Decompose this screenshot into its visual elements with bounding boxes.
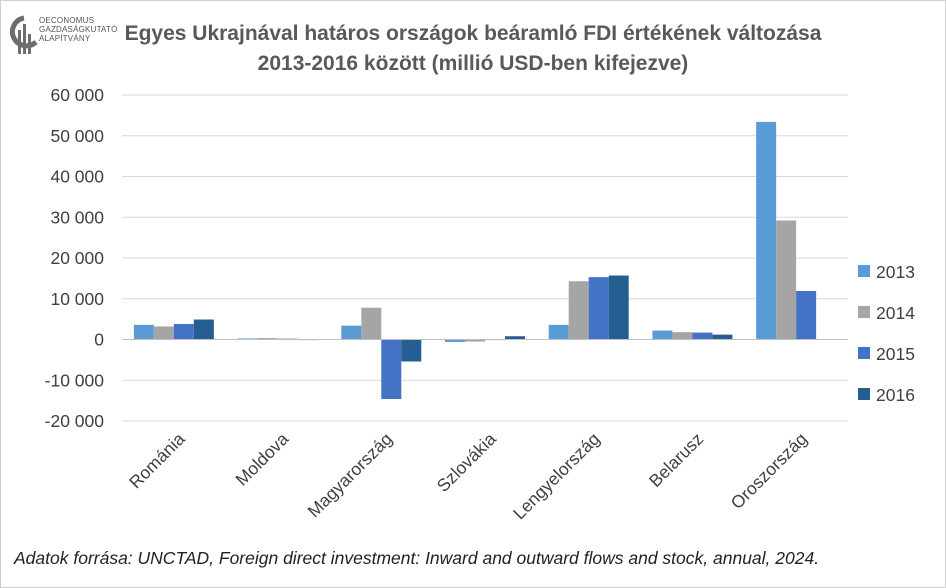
bar (712, 334, 733, 340)
bar (401, 339, 422, 362)
y-tick-label: 0 (94, 330, 104, 350)
bar (756, 121, 777, 340)
bar (776, 220, 797, 340)
source-note: Adatok forrása: UNCTAD, Foreign direct i… (14, 548, 820, 568)
bar (341, 325, 362, 340)
logo: OECONOMUS GAZDASÁGKUTATÓ ALAPÍTVÁNY (10, 12, 120, 62)
chart-title-line-2: 2013-2016 között (millió USD-ben kifejez… (257, 52, 689, 75)
y-tick-label: 20 000 (50, 248, 104, 268)
y-tick-label: 30 000 (50, 207, 104, 227)
bar (133, 324, 154, 340)
legend-label: 2014 (876, 303, 915, 323)
legend-swatch (858, 388, 870, 400)
legend-swatch (858, 306, 870, 318)
x-tick-label: Oroszország (727, 429, 811, 513)
x-tick-label: Lengyelország (509, 429, 604, 524)
y-tick-label: 60 000 (50, 85, 104, 105)
bar (672, 332, 693, 340)
logo-line-3: ALAPÍTVÁNY (39, 34, 91, 43)
y-tick-label: -20 000 (45, 411, 105, 431)
legend-label: 2015 (876, 344, 915, 364)
legend-swatch (858, 265, 870, 277)
bar (652, 330, 673, 340)
y-tick-label: 50 000 (50, 126, 104, 146)
bar (445, 339, 465, 342)
bar (257, 338, 278, 340)
bar (796, 291, 817, 340)
bar (588, 277, 609, 340)
logo-line-2: GAZDASÁGKUTATÓ (39, 25, 118, 34)
bar (692, 332, 713, 340)
bar (548, 324, 569, 340)
y-tick-label: -10 000 (45, 370, 105, 390)
bar (381, 339, 402, 399)
bar (361, 307, 382, 340)
bar (153, 326, 174, 340)
bar (505, 336, 525, 340)
chart-title-line-1: Egyes Ukrajnával határos országok beáram… (124, 22, 822, 45)
legend-label: 2016 (876, 385, 915, 405)
y-tick-label: 40 000 (50, 167, 104, 187)
x-tick-label: Belarusz (645, 429, 707, 491)
bar (173, 324, 194, 340)
bar (465, 339, 485, 342)
bar (608, 275, 629, 340)
x-tick-label: Románia (125, 429, 189, 493)
x-tick-label: Magyarország (304, 429, 397, 522)
x-tick-label: Moldova (231, 429, 292, 490)
bar (193, 319, 214, 340)
bar (237, 338, 258, 340)
logo-mark-icon (10, 15, 38, 54)
logo-line-1: OECONOMUS (39, 16, 95, 25)
legend-swatch (858, 347, 870, 359)
x-tick-label: Szlovákia (433, 429, 500, 496)
legend-label: 2013 (876, 262, 915, 282)
bar (568, 281, 589, 340)
y-tick-label: 10 000 (50, 289, 104, 309)
